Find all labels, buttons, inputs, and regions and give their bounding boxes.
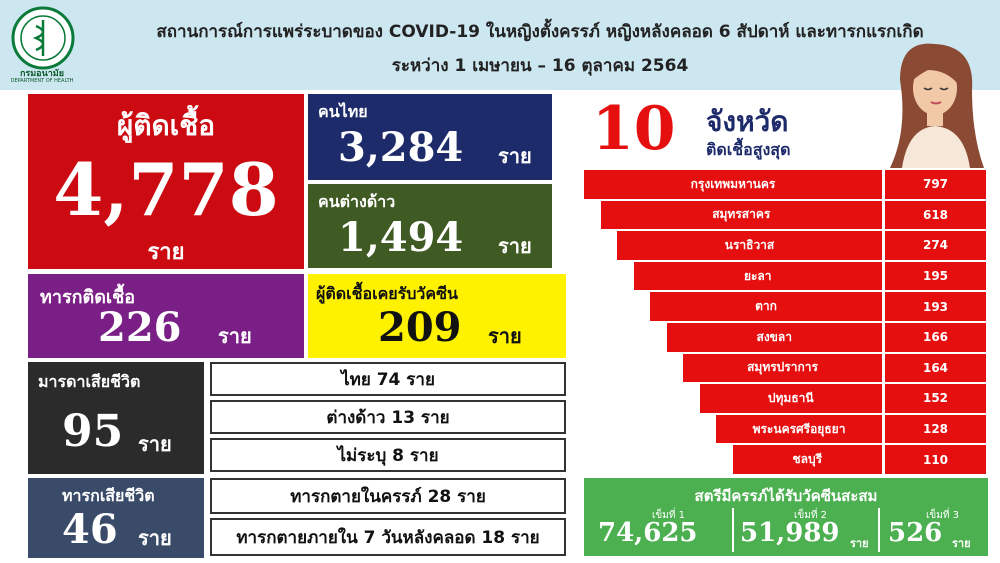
- dose2-unit: ราย: [850, 537, 869, 550]
- dose1-value: 74,625: [598, 518, 698, 548]
- province-value: 110: [885, 445, 986, 474]
- dose3-value: 526: [888, 518, 943, 548]
- foreign-value: 1,494: [338, 214, 464, 261]
- province-name: สมุทรสาคร: [600, 200, 882, 230]
- infected-unit: ราย: [147, 240, 185, 265]
- province-value: 195: [885, 261, 986, 291]
- vaccinated-infected-label: ผู้ติดเชื้อเคยรับวัคซีน: [316, 284, 458, 303]
- foreign-label: คนต่างด้าว: [318, 192, 396, 211]
- infant-death-label: ทารกเสียชีวิต: [62, 486, 155, 505]
- province-value: 274: [885, 231, 986, 260]
- infant-death-value: 46: [62, 506, 118, 553]
- infant-death-unit: ราย: [138, 526, 172, 550]
- department-logo: [8, 4, 78, 84]
- top-province-title: จังหวัด: [706, 105, 789, 138]
- health-emblem-icon: [11, 6, 75, 70]
- top-province-subtitle: ติดเชื้อสูงสุด: [706, 140, 791, 159]
- province-value: 618: [885, 200, 986, 230]
- province-name: สมุทรปราการ: [683, 353, 882, 383]
- province-name: นราธิวาส: [617, 231, 882, 260]
- header-banner: [0, 0, 1000, 90]
- page-title: สถานการณ์การแพร่ระบาดของ COVID-19 ในหญิง…: [156, 22, 924, 42]
- maternal-death-card: มารดาเสียชีวิต 95 ราย: [28, 362, 204, 474]
- infant-death-stillbirth: ทารกตายในครรภ์ 28 ราย: [210, 478, 566, 514]
- top-province-count: 10: [592, 94, 676, 164]
- province-name: ตาก: [650, 292, 882, 321]
- maternal-death-unit: ราย: [138, 432, 172, 456]
- vaccine-divider: [732, 508, 734, 552]
- foreign-card: คนต่างด้าว 1,494 ราย: [308, 184, 552, 268]
- province-value: 128: [885, 414, 986, 444]
- infant-infected-card: ทารกติดเชื้อ 226 ราย: [28, 274, 304, 358]
- maternal-death-foreign: ต่างด้าว 13 ราย: [210, 400, 566, 434]
- dose3-unit: ราย: [952, 537, 971, 550]
- thai-value: 3,284: [338, 124, 464, 171]
- thai-label: คนไทย: [318, 102, 368, 121]
- province-name: ยะลา: [633, 261, 882, 291]
- maternal-death-label: มารดาเสียชีวิต: [38, 372, 141, 391]
- thai-card: คนไทย 3,284 ราย: [308, 94, 552, 180]
- maternal-death-unspecified: ไม่ระบุ 8 ราย: [210, 438, 566, 472]
- infected-label: ผู้ติดเชื้อ: [116, 109, 216, 142]
- province-value: 166: [885, 323, 986, 352]
- province-value: 152: [885, 384, 986, 413]
- dose2-value: 51,989: [740, 518, 840, 548]
- province-value: 797: [885, 170, 986, 199]
- logo-subtext: DEPARTMENT OF HEALTH: [10, 78, 74, 84]
- vaccinated-infected-value: 209: [378, 304, 462, 351]
- dose2-label: เข็มที่ 2: [794, 510, 827, 521]
- maternal-death-value: 95: [62, 406, 124, 457]
- province-name: พระนครศรีอยุธยา: [716, 414, 882, 444]
- thai-unit: ราย: [498, 144, 532, 168]
- page-subtitle: ระหว่าง 1 เมษายน – 16 ตุลาคม 2564: [391, 56, 689, 76]
- maternal-death-thai: ไทย 74 ราย: [210, 362, 566, 396]
- logo-text: กรมอนามัย: [19, 69, 65, 79]
- vaccinated-infected-unit: ราย: [488, 324, 522, 348]
- foreign-unit: ราย: [498, 234, 532, 258]
- province-name: ชลบุรี: [732, 445, 882, 474]
- province-value: 164: [885, 353, 986, 383]
- dose1-label: เข็มที่ 1: [652, 510, 685, 521]
- infant-infected-unit: ราย: [218, 324, 252, 348]
- vaccine-title: สตรีมีครรภ์ได้รับวัคซีนสะสม: [694, 487, 878, 505]
- vaccine-card: สตรีมีครรภ์ได้รับวัคซีนสะสม เข็มที่ 1 74…: [584, 478, 988, 556]
- province-name: กรุงเทพมหานคร: [584, 170, 882, 199]
- infant-infected-value: 226: [98, 304, 182, 351]
- province-name: ปทุมธานี: [699, 384, 882, 413]
- province-name: สงขลา: [666, 323, 882, 352]
- infant-infected-label: ทารกติดเชื้อ: [40, 287, 136, 308]
- infected-value: 4,778: [53, 147, 279, 232]
- woman-illustration: [890, 43, 984, 168]
- dose3-label: เข็มที่ 3: [926, 510, 959, 521]
- infected-total-card: ผู้ติดเชื้อ 4,778 ราย: [28, 94, 304, 269]
- infant-death-card: ทารกเสียชีวิต 46 ราย: [28, 478, 204, 558]
- vaccinated-infected-card: ผู้ติดเชื้อเคยรับวัคซีน 209 ราย: [308, 274, 566, 358]
- vaccine-divider: [878, 508, 880, 552]
- province-value: 193: [885, 292, 986, 321]
- infant-death-neonatal: ทารกตายภายใน 7 วันหลังคลอด 18 ราย: [210, 518, 566, 556]
